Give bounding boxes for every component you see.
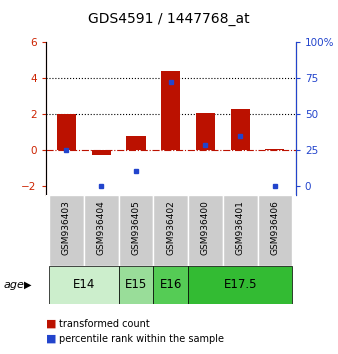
Bar [126,136,145,150]
Text: GSM936400: GSM936400 [201,200,210,255]
Text: transformed count: transformed count [59,319,150,329]
Bar [258,195,292,266]
Bar [49,195,84,266]
Text: E14: E14 [73,279,95,291]
Text: GSM936402: GSM936402 [166,200,175,255]
Text: E16: E16 [160,279,182,291]
Text: ▶: ▶ [24,280,32,290]
Text: GSM936404: GSM936404 [97,200,106,255]
Text: E17.5: E17.5 [223,279,257,291]
Bar [57,114,76,150]
Bar [161,71,180,150]
Bar [188,266,292,304]
Bar [153,195,188,266]
Text: percentile rank within the sample: percentile rank within the sample [59,334,224,344]
Bar [49,266,119,304]
Text: GSM936405: GSM936405 [131,200,141,255]
Text: GSM936403: GSM936403 [62,200,71,255]
Bar [231,109,250,150]
Bar [92,150,111,155]
Text: age: age [3,280,24,290]
Text: GDS4591 / 1447768_at: GDS4591 / 1447768_at [88,12,250,27]
Bar [153,266,188,304]
Bar [188,195,223,266]
Text: GSM936401: GSM936401 [236,200,245,255]
Bar [119,195,153,266]
Bar [223,195,258,266]
Bar [196,113,215,150]
Bar [265,149,285,150]
Text: GSM936406: GSM936406 [270,200,280,255]
Text: ■: ■ [46,334,56,344]
Bar [119,266,153,304]
Text: ■: ■ [46,319,56,329]
Bar [84,195,119,266]
Text: E15: E15 [125,279,147,291]
